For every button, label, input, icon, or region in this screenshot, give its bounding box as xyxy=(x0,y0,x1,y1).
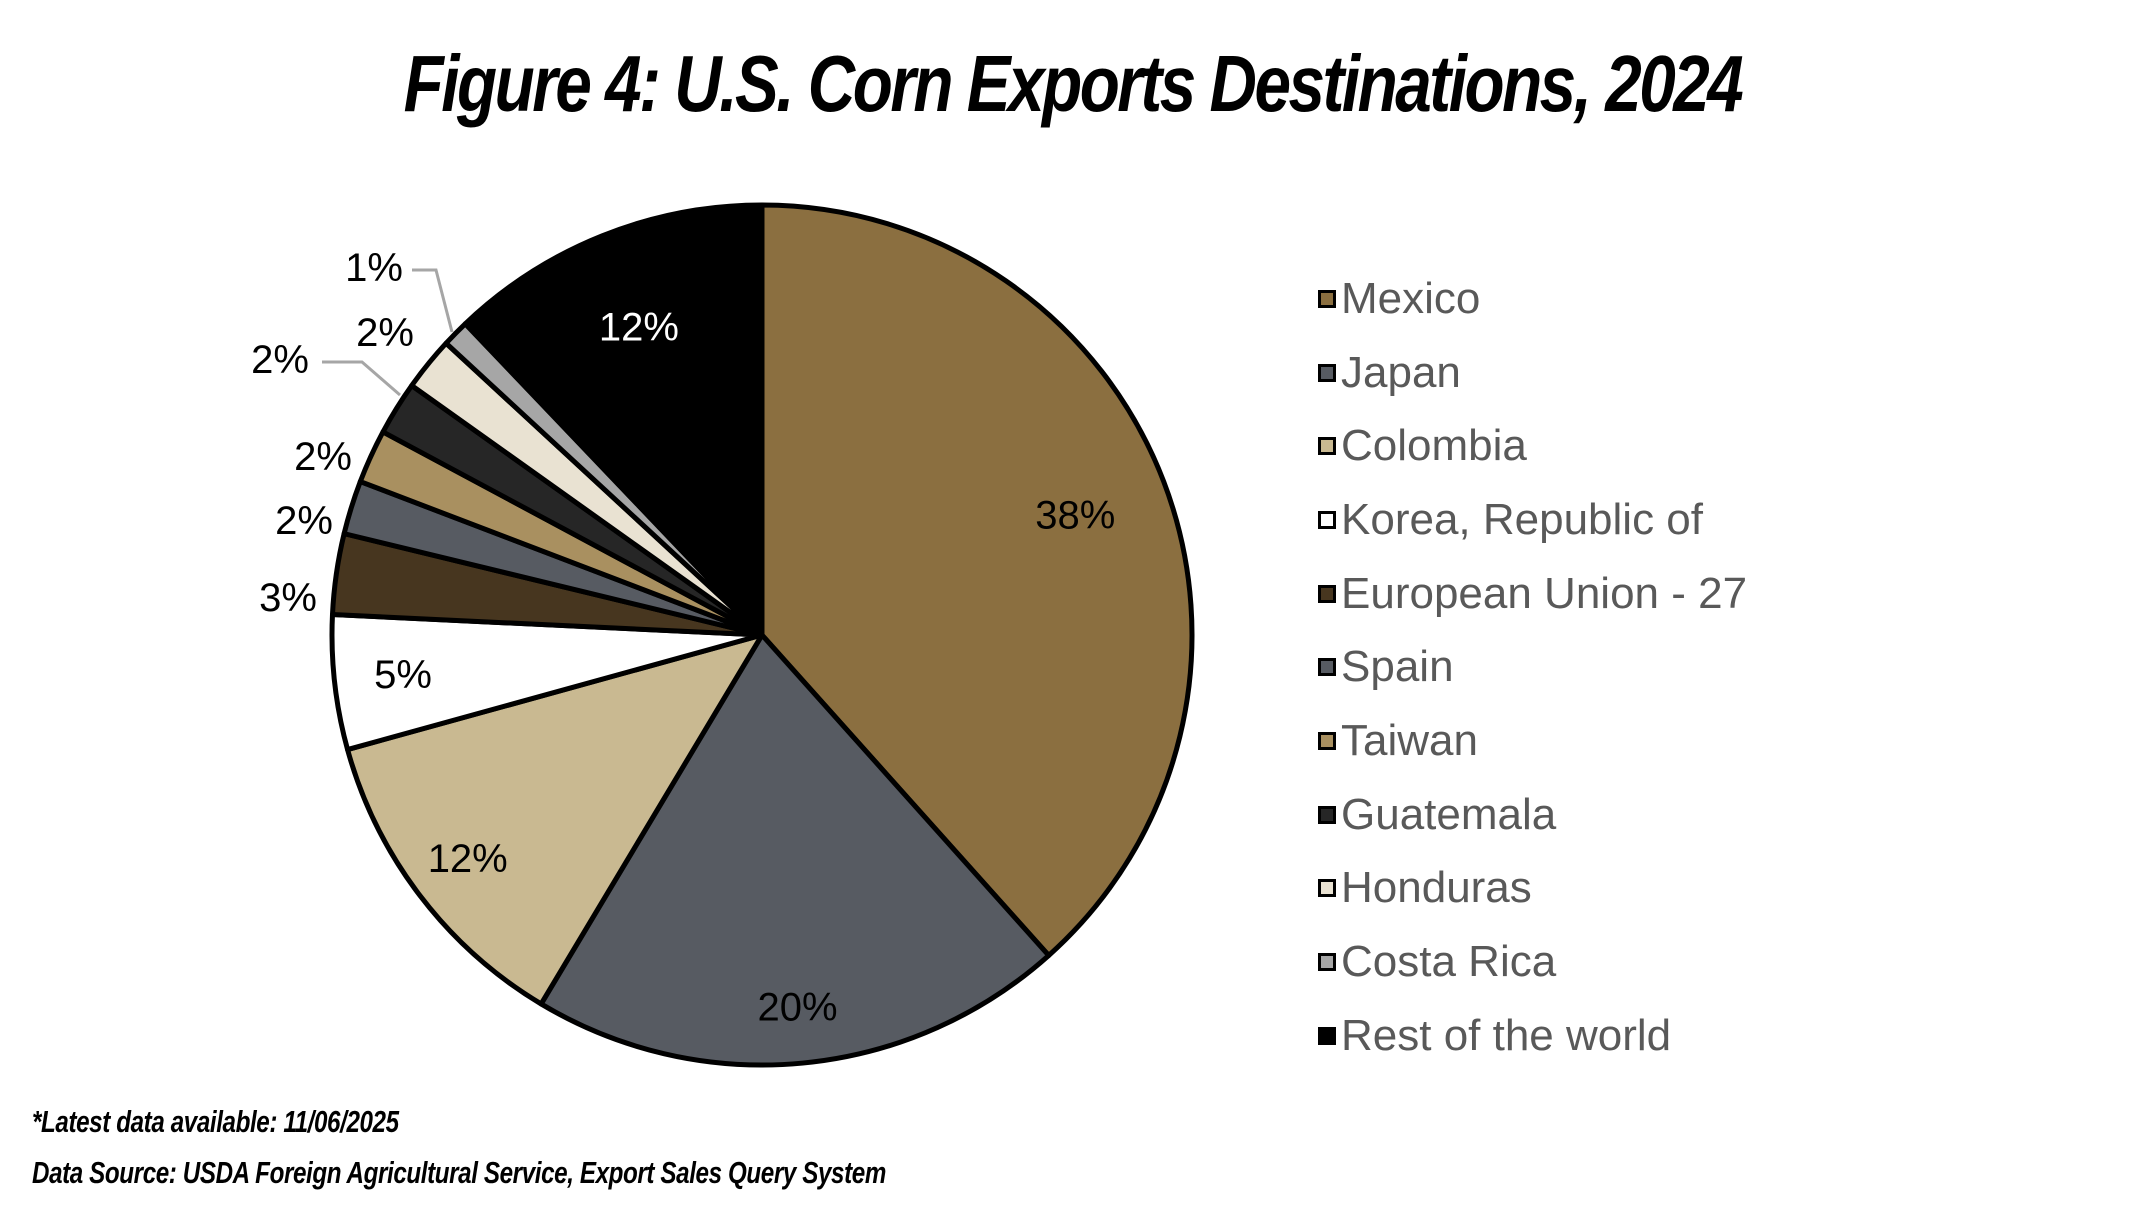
legend-swatch xyxy=(1318,731,1336,750)
legend-item-japan: Japan xyxy=(1318,336,1747,410)
legend-label: Japan xyxy=(1341,347,1461,397)
pie-slice-colombia xyxy=(345,632,765,1007)
legend-item-costa-rica: Costa Rica xyxy=(1318,925,1747,999)
legend: Mexico Japan Colombia Korea, Republic of Eur… xyxy=(1318,262,1747,1073)
legend-swatch xyxy=(1318,584,1336,603)
data-label-honduras: 2% xyxy=(356,311,414,355)
pie-slice-rest-of-the-world xyxy=(462,202,765,638)
legend-label: European Union - 27 xyxy=(1341,568,1748,618)
legend-item-honduras: Honduras xyxy=(1318,852,1747,926)
data-label-mexico: 38% xyxy=(1035,493,1115,537)
data-label-costa-rica: 1% xyxy=(345,246,403,290)
legend-swatch xyxy=(1318,953,1336,972)
legend-label: Taiwan xyxy=(1341,715,1478,765)
legend-label: Guatemala xyxy=(1341,789,1557,839)
chart-title: Figure 4: U.S. Corn Exports Destinations… xyxy=(403,39,1744,128)
legend-item-guatemala: Guatemala xyxy=(1318,778,1747,852)
legend-swatch xyxy=(1318,437,1336,456)
footnote-latest-data: *Latest data available: 11/06/2025 xyxy=(32,1104,399,1139)
slice-labels: 38% 20% 12% 5% 3% 2% 2% 2% 2% 1% 12% xyxy=(251,246,1115,1029)
pie-slice-japan xyxy=(538,632,1052,1068)
legend-label: Honduras xyxy=(1341,863,1532,913)
legend-label: Colombia xyxy=(1341,421,1527,471)
legend-label: Spain xyxy=(1341,642,1454,692)
legend-label: Costa Rica xyxy=(1341,937,1557,987)
pie-slices xyxy=(329,202,1195,1068)
legend-item-korea-republic-of: Korea, Republic of xyxy=(1318,483,1747,557)
legend-swatch xyxy=(1318,289,1336,308)
legend-swatch xyxy=(1318,510,1336,529)
legend-item-taiwan: Taiwan xyxy=(1318,704,1747,778)
data-label-european-union-27: 3% xyxy=(259,576,317,620)
legend-swatch xyxy=(1318,658,1336,677)
data-label-rest-of-the-world: 12% xyxy=(599,306,679,350)
data-label-colombia: 12% xyxy=(428,837,508,881)
legend-label: Korea, Republic of xyxy=(1341,494,1703,544)
pie-slice-mexico xyxy=(759,202,1195,958)
legend-swatch xyxy=(1318,879,1336,898)
legend-swatch xyxy=(1318,363,1336,382)
legend-label: Rest of the world xyxy=(1341,1010,1672,1060)
data-label-guatemala: 2% xyxy=(251,338,309,382)
data-label-taiwan: 2% xyxy=(294,435,352,479)
legend-label: Mexico xyxy=(1341,273,1481,323)
leader-lines xyxy=(322,268,454,397)
legend-swatch xyxy=(1318,805,1336,824)
data-label-spain: 2% xyxy=(275,499,333,543)
legend-item-colombia: Colombia xyxy=(1318,409,1747,483)
legend-item-mexico: Mexico xyxy=(1318,262,1747,336)
legend-item-rest-of-the-world: Rest of the world xyxy=(1318,999,1747,1073)
footnote-data-source: Data Source: USDA Foreign Agricultural S… xyxy=(32,1155,886,1190)
leader-line-guatemala xyxy=(322,360,401,397)
leader-line-costa-rica xyxy=(412,268,454,333)
legend-swatch xyxy=(1318,1026,1336,1045)
legend-item-european-union-27: European Union - 27 xyxy=(1318,557,1747,631)
data-label-japan: 20% xyxy=(758,985,838,1029)
legend-item-spain: Spain xyxy=(1318,630,1747,704)
data-label-korea-republic-of: 5% xyxy=(374,653,432,697)
